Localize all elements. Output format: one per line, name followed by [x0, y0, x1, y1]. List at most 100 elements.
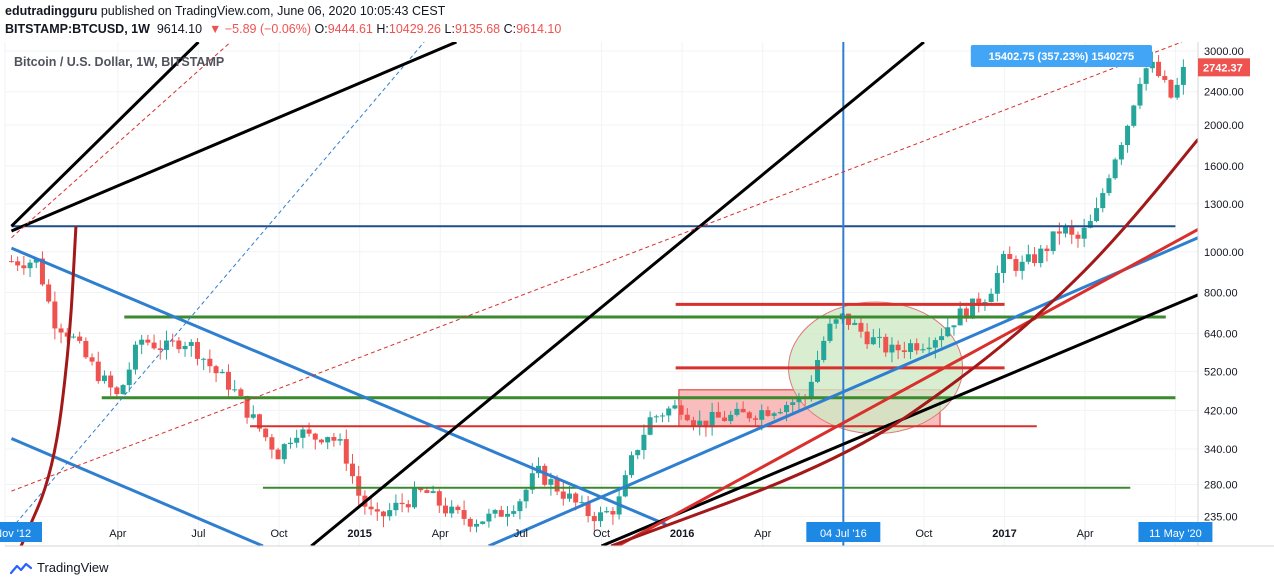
y-tick-label: 1000.00: [1204, 247, 1244, 259]
author[interactable]: edutradingguru: [5, 4, 98, 18]
candle-body: [765, 410, 771, 416]
candle-body: [250, 414, 256, 418]
black-line-3[interactable]: [310, 42, 925, 546]
x-tick-label: 2016: [670, 528, 694, 540]
candle-body: [399, 502, 405, 505]
candle-body: [139, 339, 145, 345]
darkred-uptrend-curve[interactable]: [610, 138, 1198, 546]
footer-brand: TradingView: [37, 560, 109, 575]
close-label: C:: [503, 22, 517, 36]
candle-body: [194, 342, 200, 359]
candle-body: [759, 410, 765, 420]
candle-body: [1143, 68, 1149, 84]
x-tick-badge: [1138, 522, 1213, 542]
candle-body: [1038, 248, 1044, 264]
candle-body: [591, 516, 597, 522]
candle-body: [560, 491, 566, 499]
candle-body: [1001, 254, 1007, 274]
red-dashed-line-lower[interactable]: [11, 42, 1183, 492]
candle-body: [1081, 227, 1087, 239]
candle-body: [1019, 261, 1025, 271]
candle-body: [939, 336, 945, 341]
tradingview-logo-icon: [10, 562, 32, 574]
candle-body: [349, 463, 355, 477]
candle-body: [120, 385, 126, 395]
candle-body: [1069, 225, 1075, 235]
low-label: L:: [444, 22, 455, 36]
x-tick-label: 2015: [347, 528, 371, 540]
x-tick-label: 04 Jul '16: [820, 528, 867, 540]
candle-body: [145, 339, 151, 343]
candle-body: [486, 513, 492, 522]
candle-body: [734, 408, 740, 415]
candle-body: [77, 336, 83, 341]
candle-body: [523, 489, 529, 502]
candle-body: [300, 429, 306, 438]
candle-body: [1100, 193, 1106, 209]
candle-body: [715, 411, 721, 418]
candle-body: [269, 437, 275, 450]
candle-body: [201, 358, 207, 360]
candle-body: [753, 418, 759, 420]
candle-body: [343, 439, 349, 464]
darkred-left-curve[interactable]: [19, 226, 78, 546]
candle-body: [1174, 84, 1180, 98]
candle-body: [33, 258, 39, 263]
measure-label-box: [970, 45, 1152, 67]
candle-body: [436, 491, 442, 506]
candle-body: [1149, 61, 1155, 69]
x-tick-label: Jul: [514, 528, 528, 540]
candle-body: [554, 479, 560, 492]
x-tick-label: 2017: [992, 528, 1016, 540]
candle-body: [467, 518, 473, 527]
candle-body: [740, 408, 746, 413]
x-tick-label: 26 Nov '12: [0, 528, 31, 540]
blue-dashed-line[interactable]: [11, 42, 425, 529]
x-tick-label: Apr: [432, 528, 449, 540]
candle-body: [858, 322, 864, 332]
candle-body: [374, 509, 380, 512]
candle-body: [498, 510, 504, 517]
y-tick-label: 800.00: [1204, 288, 1238, 300]
candle-body: [275, 449, 281, 460]
candle-body: [1087, 221, 1093, 228]
candle-body: [517, 501, 523, 512]
blue-downtrend-upper[interactable]: [10, 246, 667, 526]
x-tick-label: Oct: [593, 528, 610, 540]
candle-body: [492, 510, 498, 514]
candle-body: [132, 344, 138, 370]
black-line-2[interactable]: [10, 42, 457, 233]
tradingview-footer[interactable]: TradingView: [10, 560, 109, 575]
candle-body: [325, 437, 331, 443]
candle-body: [703, 420, 709, 428]
black-line-1[interactable]: [10, 42, 200, 228]
candle-body: [126, 369, 132, 386]
candle-body: [945, 327, 951, 337]
red-uptrend-line[interactable]: [616, 228, 1198, 546]
candle-body: [337, 439, 343, 441]
price-change: ▼ −5.89 (−0.06%): [209, 22, 312, 36]
candle-body: [455, 506, 461, 511]
candle-body: [70, 336, 76, 338]
candle-body: [182, 345, 188, 350]
low-value: 9135.68: [454, 22, 501, 36]
candle-body: [1075, 234, 1081, 239]
candle-body: [641, 434, 647, 451]
candle-body: [449, 506, 455, 514]
candle-body: [684, 414, 690, 421]
x-tick-badge: [806, 522, 881, 542]
candle-body: [461, 510, 467, 519]
y-tick-label: 420.00: [1204, 405, 1238, 417]
candle-body: [380, 511, 386, 517]
candle-body: [988, 293, 994, 303]
candle-body: [604, 511, 610, 513]
x-tick-label: 11 May '20: [1149, 528, 1202, 540]
candle-body: [114, 387, 120, 395]
candle-body: [46, 284, 52, 302]
candle-body: [846, 313, 852, 325]
candle-body: [883, 336, 889, 353]
y-tick-label: 280.00: [1204, 479, 1238, 491]
candle-body: [170, 340, 176, 342]
symbol-line[interactable]: BITSTAMP:BTCUSD, 1W: [5, 22, 150, 36]
